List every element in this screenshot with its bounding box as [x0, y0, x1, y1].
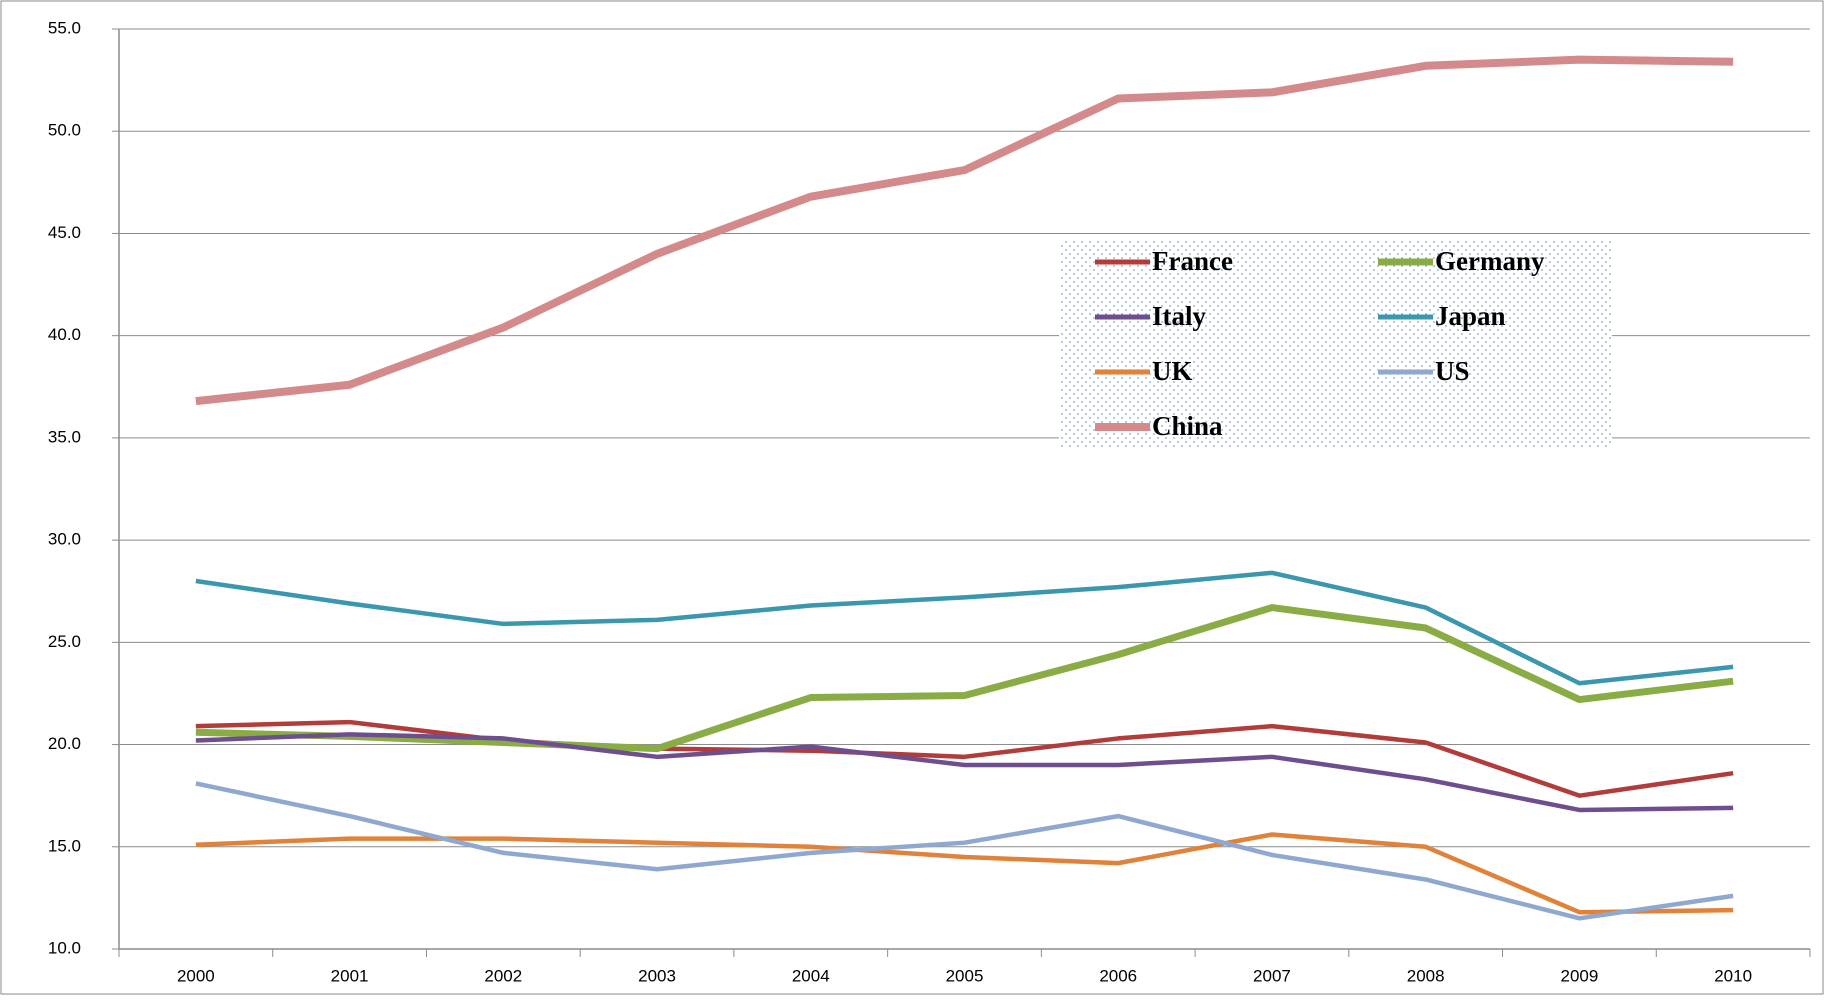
- y-tick-label: 25.0: [48, 632, 81, 651]
- x-tick-label: 2006: [1099, 966, 1137, 985]
- series-line: [195, 55, 1734, 406]
- legend-label: UK: [1152, 356, 1193, 386]
- x-tick-label: 2002: [484, 966, 522, 985]
- legend-label: Japan: [1435, 301, 1506, 331]
- legend-box: [1059, 239, 1612, 448]
- y-tick-label: 30.0: [48, 530, 81, 549]
- y-tick-label: 10.0: [48, 938, 81, 957]
- x-tick-label: 2009: [1560, 966, 1598, 985]
- legend-label: US: [1435, 356, 1470, 386]
- y-tick-label: 55.0: [48, 18, 81, 37]
- x-tick-label: 2001: [331, 966, 369, 985]
- y-tick-label: 40.0: [48, 325, 81, 344]
- y-tick-label: 20.0: [48, 734, 81, 753]
- y-tick-label: 15.0: [48, 836, 81, 855]
- x-tick-label: 2010: [1714, 966, 1752, 985]
- series-line: [195, 781, 1734, 921]
- legend-label: Italy: [1152, 301, 1207, 331]
- legend-label: France: [1152, 246, 1233, 276]
- x-tick-label: 2000: [177, 966, 215, 985]
- legend-label: Germany: [1435, 246, 1545, 276]
- y-tick-label: 35.0: [48, 427, 81, 446]
- y-tick-label: 50.0: [48, 121, 81, 140]
- series-line: [195, 732, 1734, 813]
- series-line: [195, 719, 1734, 798]
- legend-label: China: [1152, 411, 1223, 441]
- x-tick-label: 2003: [638, 966, 676, 985]
- y-tick-label: 45.0: [48, 223, 81, 242]
- series-line: [195, 570, 1734, 686]
- x-tick-label: 2005: [946, 966, 984, 985]
- series-line: [195, 604, 1734, 753]
- x-tick-label: 2007: [1253, 966, 1291, 985]
- x-tick-label: 2008: [1407, 966, 1445, 985]
- x-tick-label: 2004: [792, 966, 830, 985]
